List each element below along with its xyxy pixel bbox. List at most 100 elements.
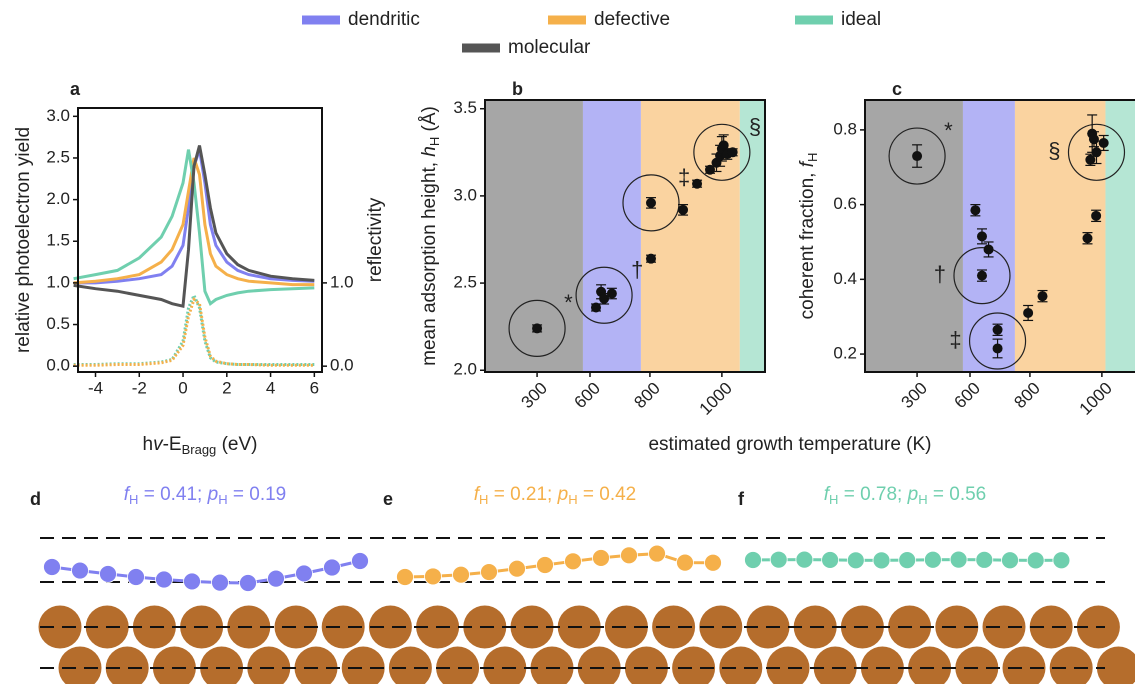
model-label-part: H bbox=[568, 492, 577, 507]
y-axis-label-part: (Å) bbox=[419, 106, 440, 137]
molecule-atom bbox=[846, 551, 865, 570]
molecule-atom bbox=[620, 546, 638, 565]
molecule-atom bbox=[898, 551, 917, 570]
data-point bbox=[1091, 210, 1102, 221]
x-axis-label-part: v bbox=[153, 434, 164, 455]
legend-label: molecular bbox=[508, 37, 591, 58]
y-tick-label: 3.0 bbox=[46, 106, 70, 125]
y-tick-label: 1.0 bbox=[46, 272, 70, 291]
molecule-atom bbox=[508, 559, 526, 578]
x-tick-label: 2 bbox=[222, 378, 231, 397]
plot-frame bbox=[484, 99, 766, 373]
model-label-part: H bbox=[829, 492, 838, 507]
substrate-atom bbox=[388, 646, 432, 684]
annotation-circle bbox=[1067, 123, 1126, 181]
molecule-atom bbox=[267, 569, 285, 588]
y2-tick-label: 1.0 bbox=[330, 272, 354, 291]
molecule-atom bbox=[323, 558, 341, 577]
legend-label: defective bbox=[594, 9, 670, 30]
model-label-part: H bbox=[129, 492, 138, 507]
model-label-part: H bbox=[918, 492, 927, 507]
substrate-atom bbox=[652, 605, 696, 649]
molecule-atom bbox=[43, 558, 61, 576]
y-tick-label: 0.6 bbox=[833, 194, 857, 213]
molecule-atom bbox=[564, 552, 582, 571]
model-label-part: = 0.41; bbox=[138, 484, 207, 505]
molecule-atom bbox=[704, 553, 722, 572]
annotation-circle bbox=[968, 312, 1027, 370]
annotation-circle bbox=[953, 247, 1011, 305]
model-label-part: p bbox=[557, 484, 569, 505]
molecule-atom bbox=[396, 568, 414, 586]
phase-band bbox=[962, 100, 1015, 372]
data-point bbox=[992, 343, 1003, 354]
model-label-part: = 0.78; bbox=[838, 484, 907, 505]
x-axis-label: estimated growth temperature (K) bbox=[648, 434, 931, 455]
y-tick-label: 2.5 bbox=[46, 147, 70, 166]
substrate-atom bbox=[908, 646, 952, 684]
data-point bbox=[599, 293, 610, 304]
annotation-circle bbox=[693, 123, 751, 181]
model-label-part: H bbox=[479, 492, 488, 507]
y-tick-label: 2.0 bbox=[46, 189, 70, 208]
molecule-atom bbox=[239, 574, 257, 592]
x-tick-label: 800 bbox=[630, 379, 663, 412]
molecule-atom bbox=[71, 561, 89, 580]
data-point bbox=[1023, 307, 1034, 318]
plot-frame bbox=[864, 99, 1135, 373]
x-tick-label: 300 bbox=[898, 379, 931, 412]
legend-label: dendritic bbox=[348, 9, 420, 30]
model-label: fH = 0.41; pH = 0.19 bbox=[124, 484, 286, 507]
molecule-atom bbox=[821, 551, 839, 569]
molecule-atom bbox=[949, 550, 968, 569]
substrate-atom bbox=[1002, 646, 1046, 684]
x-tick-label: 1000 bbox=[696, 379, 736, 419]
model-label: fH = 0.21; pH = 0.42 bbox=[474, 484, 636, 507]
model-label-part: = 0.19 bbox=[228, 484, 287, 505]
annotation-label: † bbox=[934, 261, 946, 286]
molecule-atom bbox=[1001, 551, 1019, 570]
y-axis-label-part: H bbox=[805, 153, 820, 162]
data-point bbox=[992, 324, 1003, 335]
x-axis-label-part: -E bbox=[163, 434, 182, 455]
data-point bbox=[1091, 147, 1102, 158]
data-point bbox=[976, 270, 987, 281]
x-tick-label: -2 bbox=[132, 378, 147, 397]
substrate-atom bbox=[860, 646, 904, 684]
annotation-label: * bbox=[564, 290, 573, 315]
substrate-atom bbox=[1029, 605, 1073, 649]
y-axis-label: coherent fraction, fH bbox=[797, 153, 820, 320]
y-tick-label: 0.8 bbox=[833, 119, 857, 138]
x-axis-label: hv-EBragg (eV) bbox=[143, 434, 258, 457]
data-point bbox=[718, 140, 729, 151]
annotation-label: ‡ bbox=[678, 165, 690, 190]
y-tick-label: 3.0 bbox=[453, 185, 477, 204]
data-point bbox=[1098, 137, 1109, 148]
y-tick-label: 0.0 bbox=[46, 356, 70, 375]
molecule-backbone bbox=[51, 559, 361, 585]
phase-band bbox=[582, 100, 641, 372]
annotation-circle bbox=[508, 299, 566, 358]
data-point bbox=[1082, 233, 1093, 244]
plot-frame bbox=[77, 107, 323, 373]
annotation-label: § bbox=[1048, 138, 1060, 163]
molecule-atom bbox=[536, 556, 554, 574]
molecule-atom bbox=[424, 567, 442, 586]
y-tick-label: 0.2 bbox=[833, 344, 857, 363]
model-label-part: f bbox=[474, 484, 481, 505]
molecule-backbone bbox=[404, 552, 714, 579]
model-label-part: f bbox=[824, 484, 831, 505]
x-tick-label: 600 bbox=[951, 379, 984, 412]
substrate-atom bbox=[341, 646, 385, 684]
annotation-label: * bbox=[944, 118, 953, 143]
y-axis-label-part: H bbox=[427, 137, 442, 146]
molecule-atom bbox=[1052, 551, 1071, 570]
x-tick-label: 300 bbox=[518, 379, 551, 412]
x-axis-label-part: h bbox=[143, 434, 154, 455]
molecule-atom bbox=[295, 564, 313, 583]
phase-band bbox=[739, 100, 765, 372]
y-axis-label: mean adsorption height, hH (Å) bbox=[419, 106, 442, 366]
annotation-label: † bbox=[631, 257, 643, 282]
annotation-circle bbox=[575, 266, 633, 324]
